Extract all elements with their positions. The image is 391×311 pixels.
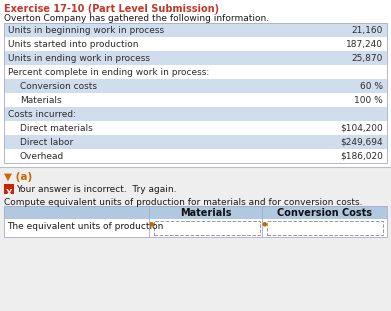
Text: 60 %: 60 % xyxy=(360,82,383,91)
Text: Units in ending work in process: Units in ending work in process xyxy=(8,54,150,63)
Text: Costs incurred:: Costs incurred: xyxy=(8,110,76,119)
Bar xyxy=(4,219,387,237)
Text: Direct labor: Direct labor xyxy=(20,138,73,147)
Bar xyxy=(4,65,387,79)
Text: Units in beginning work in process: Units in beginning work in process xyxy=(8,26,164,35)
Text: Materials: Materials xyxy=(180,208,231,218)
Text: ●: ● xyxy=(149,221,154,226)
Text: 187,240: 187,240 xyxy=(346,40,383,49)
Text: 25,870: 25,870 xyxy=(352,54,383,63)
Text: ●: ● xyxy=(262,221,267,226)
Bar xyxy=(0,167,391,311)
Text: Compute equivalent units of production for materials and for conversion costs.: Compute equivalent units of production f… xyxy=(4,198,362,207)
Text: Materials: Materials xyxy=(20,96,62,105)
Text: Overhead: Overhead xyxy=(20,152,64,161)
Bar xyxy=(4,79,387,93)
Bar xyxy=(4,184,14,194)
Text: $104,200: $104,200 xyxy=(340,124,383,133)
Bar xyxy=(4,37,387,51)
Bar xyxy=(4,206,387,237)
Text: Overton Company has gathered the following information.: Overton Company has gathered the followi… xyxy=(4,14,269,23)
Bar xyxy=(267,221,383,235)
Bar xyxy=(4,23,387,163)
Bar xyxy=(4,93,387,107)
Bar xyxy=(4,135,387,149)
Text: Units started into production: Units started into production xyxy=(8,40,138,49)
Text: $249,694: $249,694 xyxy=(341,138,383,147)
Bar xyxy=(4,206,387,219)
Bar xyxy=(4,121,387,135)
Text: $186,020: $186,020 xyxy=(340,152,383,161)
Bar xyxy=(4,23,387,37)
Text: 100 %: 100 % xyxy=(354,96,383,105)
Text: The equivalent units of production: The equivalent units of production xyxy=(7,222,163,231)
Text: Direct materials: Direct materials xyxy=(20,124,93,133)
Text: Conversion Costs: Conversion Costs xyxy=(277,208,372,218)
Text: Percent complete in ending work in process:: Percent complete in ending work in proce… xyxy=(8,68,209,77)
Text: 21,160: 21,160 xyxy=(352,26,383,35)
Bar xyxy=(4,149,387,163)
Text: ▼ (a): ▼ (a) xyxy=(4,172,32,182)
Text: X: X xyxy=(6,189,12,198)
Bar xyxy=(4,51,387,65)
Text: Your answer is incorrect.  Try again.: Your answer is incorrect. Try again. xyxy=(16,185,176,194)
Bar xyxy=(4,107,387,121)
Text: Conversion costs: Conversion costs xyxy=(20,82,97,91)
Text: Exercise 17-10 (Part Level Submission): Exercise 17-10 (Part Level Submission) xyxy=(4,4,219,14)
Bar xyxy=(154,221,260,235)
